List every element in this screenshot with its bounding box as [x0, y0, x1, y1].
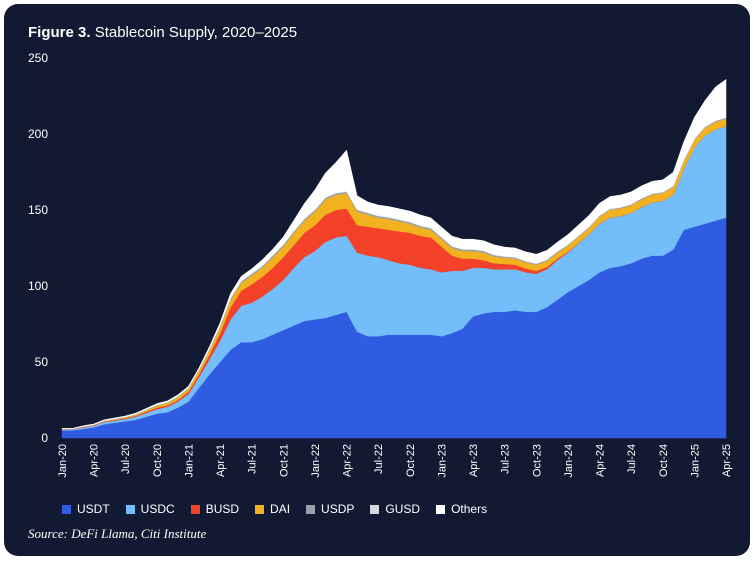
- y-tick-label: 50: [35, 355, 49, 369]
- x-tick-label: Apr-20: [89, 444, 101, 477]
- x-tick-label: Jan-25: [689, 444, 701, 478]
- x-tick-label: Jan-22: [310, 444, 322, 478]
- y-axis: 0 50 100 150 200 250: [28, 51, 48, 445]
- x-tick-label: Oct-20: [152, 444, 164, 477]
- legend-label: Others: [451, 502, 488, 516]
- x-tick-label: Oct-24: [658, 444, 670, 477]
- legend-label: BUSD: [205, 502, 240, 516]
- area-layers: [61, 78, 727, 439]
- legend-item-usdp: USDP: [306, 502, 354, 516]
- x-axis: Jan-20 Apr-20 Jul-20 Oct-20 Jan-21 Apr-21 Jul-…: [57, 444, 733, 478]
- chart-title: Figure 3. Stablecoin Supply, 2020–2025: [28, 24, 297, 41]
- chart-card: Figure 3. Stablecoin Supply, 2020–2025 0…: [4, 4, 750, 556]
- x-tick-label: Apr-21: [215, 444, 227, 477]
- legend-item-dai: DAI: [255, 502, 290, 516]
- x-tick-label: Jan-20: [57, 444, 69, 478]
- y-tick-label: 100: [28, 279, 48, 293]
- legend-item-busd: BUSD: [190, 502, 240, 516]
- x-tick-label: Jul-21: [247, 444, 259, 474]
- legend-label: USDP: [321, 502, 355, 516]
- area-others: [61, 78, 727, 430]
- stacked-area-chart: 0 50 100 150 200 250 Jan-20 Apr-20 Jul-20 Oct-20…: [28, 51, 733, 478]
- x-tick-label: Jan-23: [436, 444, 448, 478]
- source-note: Source: DeFi Llama, Citi Institute: [28, 526, 207, 541]
- legend-swatch: [370, 504, 380, 514]
- y-tick-label: 250: [28, 51, 48, 65]
- x-tick-label: Jul-22: [373, 444, 385, 474]
- legend-swatch: [125, 504, 135, 514]
- x-tick-label: Jul-23: [500, 444, 512, 474]
- x-tick-label: Oct-23: [531, 444, 543, 477]
- legend-label: USDC: [140, 502, 175, 516]
- x-tick-label: Jul-24: [626, 444, 638, 474]
- x-tick-label: Jul-20: [120, 444, 132, 474]
- x-tick-label: Apr-24: [595, 444, 607, 477]
- legend-label: USDT: [77, 502, 110, 516]
- x-tick-label: Apr-25: [721, 444, 733, 477]
- y-tick-label: 150: [28, 203, 48, 217]
- x-tick-label: Oct-22: [405, 444, 417, 477]
- y-tick-label: 0: [41, 431, 48, 445]
- x-tick-label: Oct-21: [278, 444, 290, 477]
- legend-item-gusd: GUSD: [370, 502, 420, 516]
- legend-item-others: Others: [436, 502, 487, 516]
- legend-swatch: [255, 504, 265, 514]
- legend-swatch: [62, 504, 71, 514]
- legend-label: DAI: [270, 502, 291, 516]
- figure-label: Figure 3.: [28, 24, 91, 41]
- legend-label: GUSD: [385, 502, 421, 516]
- legend-swatch: [436, 504, 446, 514]
- x-tick-label: Jan-21: [183, 444, 195, 478]
- y-tick-label: 200: [28, 127, 48, 141]
- legend-swatch: [190, 504, 200, 514]
- figure-title: Stablecoin Supply, 2020–2025: [94, 24, 298, 41]
- legend-item-usdc: USDC: [125, 502, 175, 516]
- legend-swatch: [306, 504, 316, 514]
- x-tick-label: Jan-24: [563, 444, 575, 478]
- x-tick-label: Apr-23: [468, 444, 480, 477]
- x-tick-label: Apr-22: [342, 444, 354, 477]
- legend: USDT USDC BUSD DAI USDP GUSD Others: [62, 502, 487, 516]
- legend-item-usdt: USDT: [62, 502, 110, 516]
